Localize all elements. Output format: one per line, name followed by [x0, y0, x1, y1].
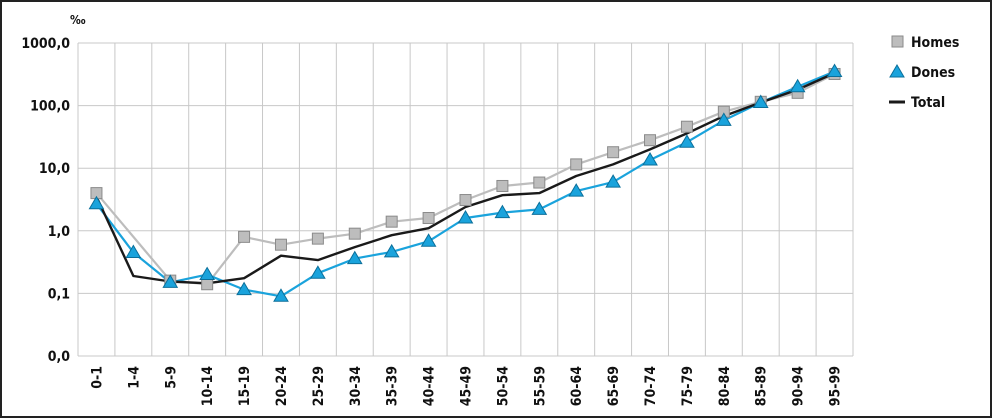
y-tick-label: 10,0 — [39, 161, 70, 177]
x-tick-label: 70-74 — [643, 366, 659, 407]
data-point-dones — [715, 112, 732, 126]
x-tick-label: 0-1 — [89, 366, 105, 389]
x-tick-label: 1-4 — [126, 366, 142, 389]
data-point-homes — [680, 120, 693, 133]
series-line-total — [95, 72, 835, 285]
data-point-homes — [238, 230, 251, 243]
x-tick-label: 75-79 — [680, 366, 696, 406]
data-point-dones — [199, 266, 216, 281]
data-point-homes — [201, 278, 214, 291]
data-point-homes — [385, 215, 398, 228]
y-tick-label: 0,1 — [48, 286, 70, 302]
x-tick-label: 20-24 — [274, 366, 290, 407]
data-point-dones — [679, 134, 695, 148]
data-point-dones — [457, 210, 474, 224]
series-line-homes — [95, 73, 835, 286]
x-tick-label: 5-9 — [163, 366, 179, 389]
x-tick-label: 50-54 — [495, 366, 511, 407]
data-point-dones — [642, 152, 658, 166]
data-point-dones — [162, 274, 179, 288]
data-point-dones — [88, 195, 105, 210]
data-point-dones — [236, 281, 252, 296]
x-tick-label: 15-19 — [237, 366, 253, 406]
data-point-homes — [422, 212, 435, 225]
data-point-dones — [568, 183, 585, 197]
y-tick-label: 1,0 — [48, 224, 71, 240]
data-point-dones — [752, 94, 769, 109]
data-point-homes — [570, 158, 583, 171]
data-point-dones — [494, 204, 511, 219]
data-point-homes — [607, 146, 620, 159]
data-point-homes — [348, 227, 361, 240]
data-point-dones — [125, 244, 142, 259]
data-point-homes — [311, 232, 324, 245]
data-point-dones — [531, 201, 548, 215]
legend-swatch-homes — [891, 35, 904, 48]
data-point-homes — [533, 176, 546, 189]
x-tick-label: 25-29 — [311, 366, 327, 406]
legend-swatch-dones — [889, 64, 905, 78]
x-tick-label: 80-84 — [717, 366, 733, 407]
legend-label-dones: Dones — [911, 65, 955, 81]
data-point-dones — [310, 265, 326, 279]
data-point-dones — [605, 174, 621, 188]
x-tick-label: 35-39 — [385, 366, 401, 406]
x-tick-label: 10-14 — [200, 366, 216, 407]
x-tick-label: 60-64 — [569, 366, 585, 407]
x-tick-label: 85-89 — [754, 366, 770, 406]
data-point-dones — [826, 63, 843, 78]
x-tick-label: 90-94 — [791, 366, 807, 407]
x-tick-label: 40-44 — [422, 366, 438, 407]
data-point-homes — [459, 194, 472, 207]
y-unit-label: ‰ — [70, 13, 86, 27]
x-tick-label: 95-99 — [828, 366, 844, 406]
x-tick-label: 45-49 — [459, 366, 475, 406]
data-point-homes — [644, 134, 657, 147]
data-point-dones — [420, 233, 437, 247]
y-tick-label: 1000,0 — [21, 36, 70, 52]
x-tick-label: 30-34 — [348, 366, 364, 407]
data-point-dones — [273, 288, 289, 302]
legend-label-homes: Homes — [911, 35, 959, 51]
y-tick-label: 100,0 — [30, 99, 70, 115]
data-point-homes — [496, 179, 509, 192]
legend-label-total: Total — [911, 95, 945, 111]
data-point-dones — [789, 78, 806, 93]
data-point-homes — [274, 238, 287, 251]
y-tick-label: 0,0 — [48, 349, 71, 365]
data-point-dones — [383, 243, 400, 258]
data-point-dones — [346, 250, 363, 265]
x-tick-label: 55-59 — [532, 366, 548, 406]
x-tick-label: 65-69 — [606, 366, 622, 406]
